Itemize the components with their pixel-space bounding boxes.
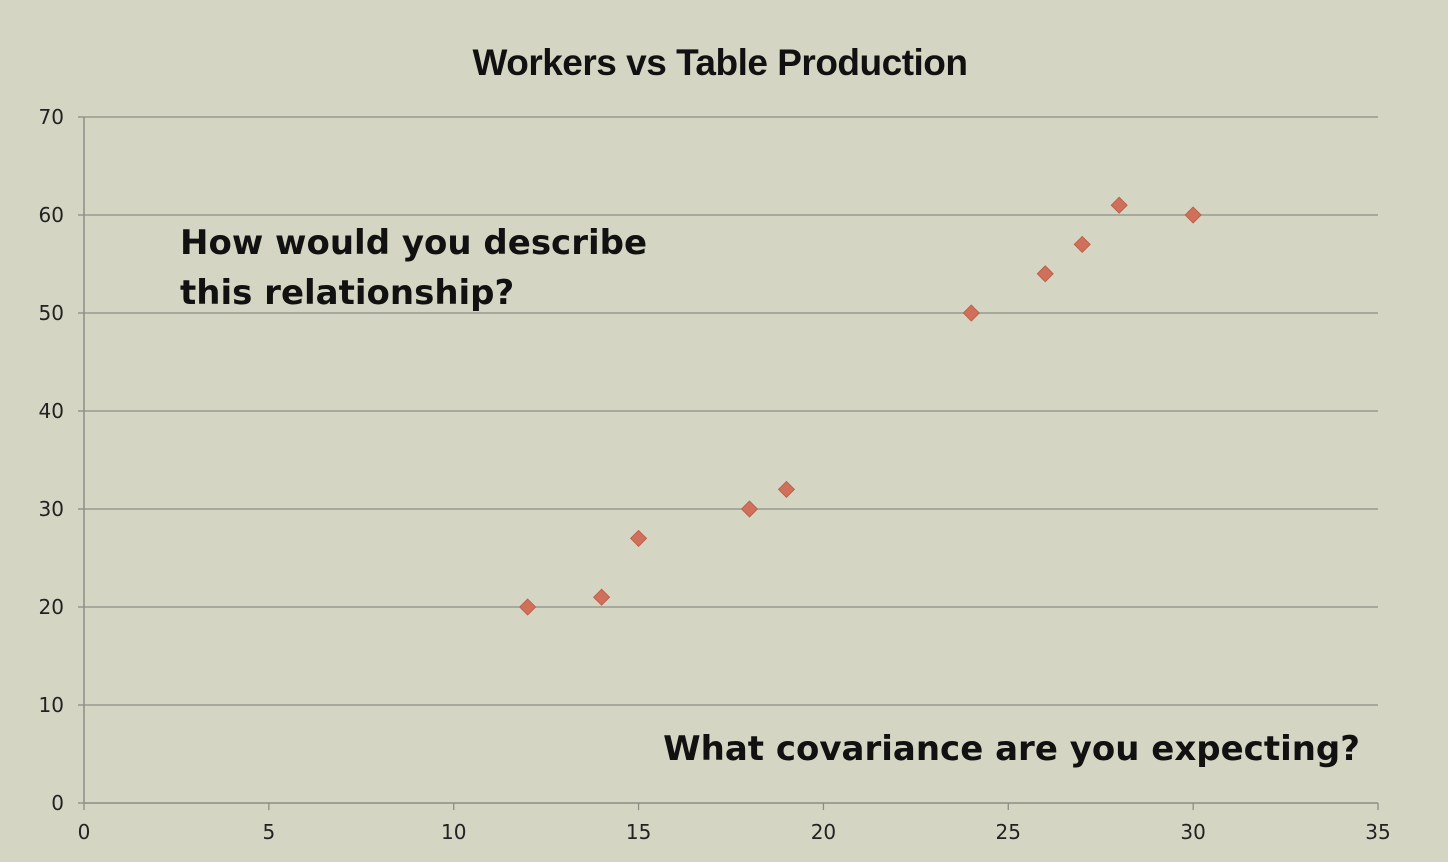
data-point-1 (519, 598, 537, 616)
annotation-question-line-2: this relationship? (180, 273, 515, 313)
x-tick-label: 35 (1365, 820, 1390, 844)
axes (78, 116, 1379, 810)
y-tick-label: 60 (39, 203, 64, 227)
x-tick-label: 0 (78, 820, 91, 844)
gridlines (84, 116, 1378, 706)
y-tick-label: 30 (39, 497, 64, 521)
y-tick-label: 70 (39, 105, 64, 129)
chart-title: Workers vs Table Production (472, 42, 968, 83)
data-point-9 (1110, 196, 1128, 214)
y-tick-label: 0 (51, 791, 64, 815)
y-tick-label: 40 (39, 399, 64, 423)
x-tick-label: 10 (441, 820, 466, 844)
x-tick-label: 15 (626, 820, 651, 844)
data-point-8 (1073, 235, 1091, 253)
data-point-5 (777, 480, 796, 498)
x-tick-label: 20 (811, 820, 836, 844)
data-point-6 (962, 304, 980, 322)
data-point-3 (630, 529, 648, 547)
data-point-2 (593, 588, 611, 606)
y-tick-label: 10 (39, 693, 64, 717)
y-tick-label: 20 (39, 595, 64, 619)
data-points (519, 196, 1202, 616)
annotation-question-line-1: How would you describe (180, 223, 648, 263)
annotation-covariance-line-1: What covariance are you expecting? (663, 729, 1360, 769)
data-point-7 (1036, 265, 1054, 283)
data-point-4 (740, 500, 759, 518)
y-tick-label: 50 (39, 301, 64, 325)
x-tick-label: 5 (262, 820, 275, 844)
data-point-10 (1184, 206, 1202, 224)
tick-labels: 0 10 20 30 40 50 60 70 0 5 10 15 20 25 30 35 (39, 105, 1391, 844)
annotation-covariance: What covariance are you expecting? (663, 724, 1360, 774)
x-tick-label: 30 (1180, 820, 1205, 844)
annotation-question: How would you describe this relationship… (180, 218, 647, 318)
x-tick-label: 25 (996, 820, 1021, 844)
